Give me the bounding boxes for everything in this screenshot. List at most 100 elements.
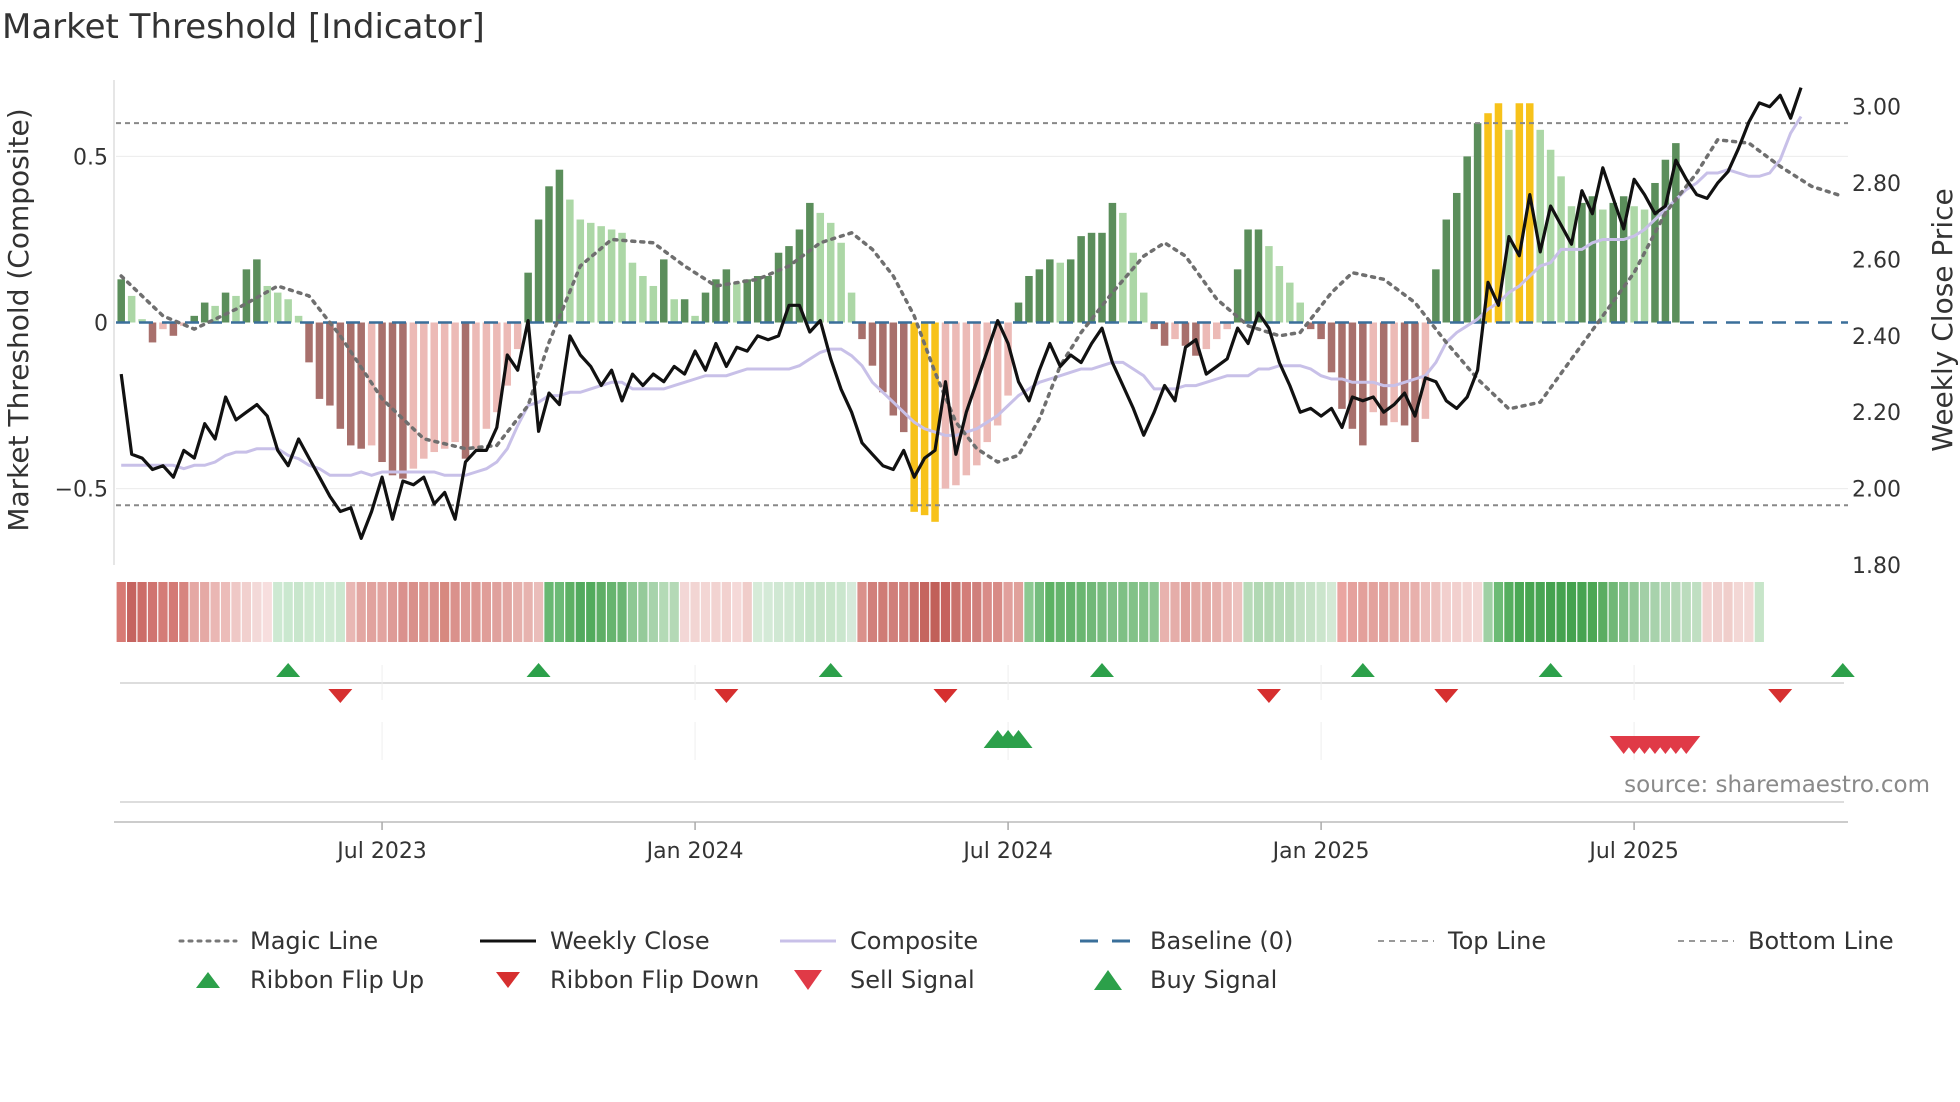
ribbon-cell-85 <box>1003 582 1013 642</box>
composite-bar-80 <box>952 322 960 486</box>
composite-bar-149 <box>1672 143 1680 323</box>
composite-bar-52 <box>660 259 668 323</box>
ribbon-cell-37 <box>502 582 512 642</box>
composite-bar-28 <box>409 322 418 469</box>
composite-bar-145 <box>1630 206 1638 323</box>
legend-label-3: Baseline (0) <box>1150 927 1293 955</box>
composite-bar-18 <box>305 322 313 363</box>
composite-bar-101 <box>1171 322 1179 340</box>
ribbon-cell-48 <box>617 582 627 642</box>
legend-label-5: Bottom Line <box>1748 927 1894 955</box>
line-series <box>116 87 1848 540</box>
ribbon-cell-6 <box>179 582 189 642</box>
composite-bar-59 <box>733 282 741 323</box>
ribbon-cell-45 <box>586 582 596 642</box>
ribbon-cell-69 <box>836 582 846 642</box>
ribbon-cell-104 <box>1201 582 1211 642</box>
ribbon-cell-80 <box>951 582 961 642</box>
composite-bar-63 <box>774 252 783 323</box>
ribbon-cell-150 <box>1681 582 1691 642</box>
ribbon-cell-98 <box>1139 582 1149 642</box>
composite-bar-66 <box>806 202 814 323</box>
composite-bar-123 <box>1400 322 1409 426</box>
composite-bar-147 <box>1651 182 1659 323</box>
ribbon-cell-121 <box>1379 582 1389 642</box>
composite-bar-17 <box>294 315 303 323</box>
composite-bar-110 <box>1265 246 1273 323</box>
ribbon-cell-58 <box>721 582 731 642</box>
ribbon-flip-up-marker-1 <box>526 663 551 677</box>
ribbon-cell-130 <box>1472 582 1483 642</box>
ribbon-flip-down-marker-2 <box>933 689 958 703</box>
composite-bar-111 <box>1275 266 1284 323</box>
composite-bar-39 <box>524 272 532 323</box>
composite-bar-21 <box>336 322 345 429</box>
ribbon-cell-72 <box>867 582 878 642</box>
composite-bar-92 <box>1077 236 1085 323</box>
composite-bar-48 <box>618 232 626 323</box>
legend-label-4: Top Line <box>1447 927 1546 955</box>
composite-bar-8 <box>200 302 209 323</box>
legend-label-9: Buy Signal <box>1150 966 1277 994</box>
legend-label-0: Magic Line <box>250 927 378 955</box>
ribbon-cell-128 <box>1452 582 1462 642</box>
ribbon-cell-146 <box>1639 582 1650 642</box>
composite-bar-132 <box>1494 103 1503 323</box>
composite-bar-72 <box>868 322 877 366</box>
ribbon-cell-60 <box>742 582 752 642</box>
y2-tick-label-2: 2.60 <box>1852 248 1901 273</box>
ribbon-cell-12 <box>241 582 252 642</box>
composite-bar-98 <box>1139 292 1148 323</box>
ribbon-cell-153 <box>1712 582 1723 642</box>
composite-bar-118 <box>1348 322 1357 429</box>
ribbon-cell-92 <box>1076 582 1086 642</box>
composite-bar-130 <box>1473 123 1482 323</box>
ribbon-cell-42 <box>554 582 565 642</box>
composite-bar-25 <box>378 322 386 463</box>
x-tick-label-3: Jan 2025 <box>1271 839 1370 864</box>
ribbon-cell-131 <box>1483 582 1493 642</box>
composite-bar-40 <box>534 219 543 323</box>
legend-item-1: Weekly Close <box>480 927 710 955</box>
legend-label-6: Ribbon Flip Up <box>250 966 424 994</box>
y2-tick-label-4: 2.20 <box>1852 401 1901 426</box>
legend-swatch-9 <box>1094 970 1122 990</box>
composite-bar-131 <box>1484 113 1492 323</box>
ribbon-cell-133 <box>1504 582 1514 642</box>
composite-bar-45 <box>586 222 595 323</box>
composite-bar-47 <box>607 229 616 323</box>
ribbon-flip-down-marker-5 <box>1768 689 1793 703</box>
ribbon-cell-134 <box>1514 582 1524 642</box>
ribbon-cell-154 <box>1723 582 1733 642</box>
ribbon-cell-103 <box>1191 582 1201 642</box>
ribbon-cell-17 <box>293 582 304 642</box>
composite-bar-62 <box>764 275 772 323</box>
y2-tick-label-0: 3.00 <box>1852 96 1901 121</box>
composite-bar-127 <box>1442 219 1451 323</box>
ribbon-cell-151 <box>1692 582 1702 642</box>
composite-bar-124 <box>1411 322 1419 443</box>
ribbon-cell-99 <box>1149 582 1159 642</box>
composite-bar-2 <box>138 319 146 323</box>
ribbon-cell-19 <box>314 582 325 642</box>
composite-bar-60 <box>743 279 751 323</box>
composite-bar-133 <box>1505 129 1513 323</box>
ribbon-cell-95 <box>1107 582 1118 642</box>
legend-item-3: Baseline (0) <box>1080 927 1293 955</box>
composite-bar-54 <box>680 299 689 323</box>
y2-tick-label-1: 2.80 <box>1852 172 1901 197</box>
ribbon-cell-74 <box>888 582 898 642</box>
composite-bars <box>117 103 1680 522</box>
ribbon-cell-119 <box>1358 582 1368 642</box>
ribbon-cell-122 <box>1389 582 1399 642</box>
ribbon-cell-30 <box>429 582 439 642</box>
y-tick-label-1: 0 <box>94 312 108 337</box>
legend-swatch-6 <box>196 972 220 988</box>
composite-bar-78 <box>931 322 939 522</box>
composite-bar-13 <box>253 259 261 323</box>
ribbon-cell-51 <box>648 582 658 642</box>
ribbon-cell-46 <box>596 582 606 642</box>
composite-bar-70 <box>847 292 856 323</box>
ribbon-cell-10 <box>220 582 231 642</box>
legend: Magic Line Weekly Close Composite Baseline … <box>178 927 1894 994</box>
